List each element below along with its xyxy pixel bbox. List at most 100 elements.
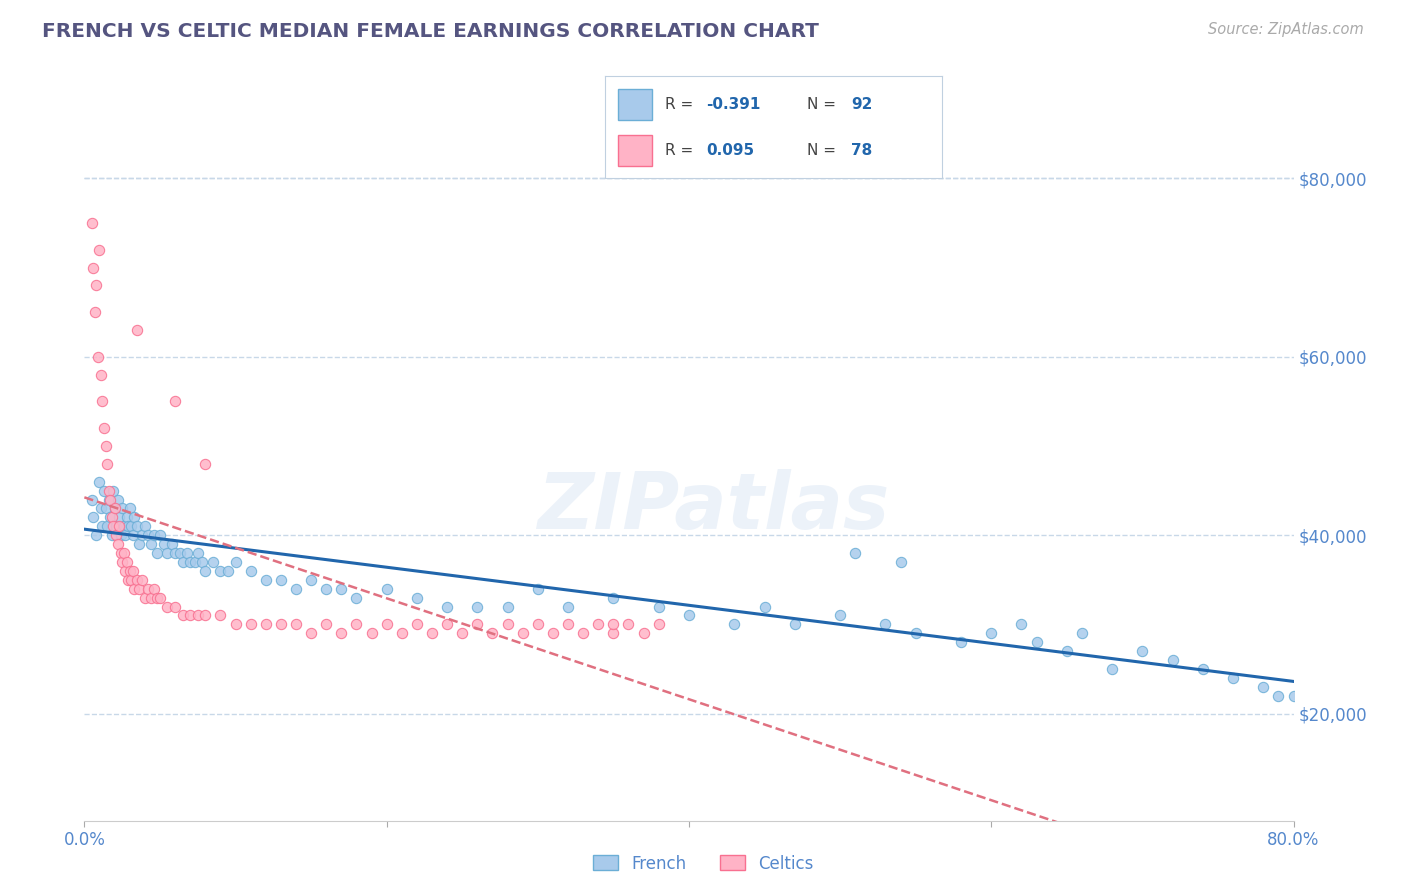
Point (91, 519, 114, 533)
Point (191, 555, 214, 569)
Point (1056, 644, 1078, 658)
Point (121, 564, 143, 578)
Point (118, 564, 141, 578)
Point (98, 492, 121, 507)
Point (160, 537, 183, 551)
Point (121, 528, 143, 542)
Point (1011, 617, 1033, 632)
Point (1130, 644, 1153, 658)
Point (82, 510, 104, 524)
Point (270, 617, 292, 632)
Point (557, 599, 579, 614)
Point (187, 546, 209, 560)
Point (179, 555, 201, 569)
Point (633, 626, 655, 640)
Point (112, 546, 135, 560)
Text: R =: R = (665, 144, 699, 158)
Point (1192, 662, 1215, 676)
Point (315, 617, 337, 632)
Point (80, 492, 103, 507)
Point (107, 492, 129, 507)
Point (179, 608, 201, 623)
Point (467, 617, 489, 632)
Point (90, 501, 112, 516)
Bar (619, 89, 652, 120)
Point (496, 617, 519, 632)
Point (105, 528, 128, 542)
Point (93, 421, 115, 435)
Point (139, 591, 162, 605)
Point (541, 626, 564, 640)
Point (142, 528, 165, 542)
Point (678, 608, 700, 623)
Point (156, 599, 179, 614)
Point (80, 216, 103, 230)
Point (783, 617, 806, 632)
Point (844, 546, 866, 560)
Point (225, 555, 247, 569)
Point (496, 599, 519, 614)
Point (169, 546, 191, 560)
Text: N =: N = (807, 144, 841, 158)
Point (1161, 653, 1184, 667)
Point (96, 519, 118, 533)
Point (225, 617, 247, 632)
Point (131, 573, 153, 587)
Point (557, 617, 579, 632)
Point (101, 519, 124, 533)
Point (980, 626, 1002, 640)
Point (149, 591, 172, 605)
Point (153, 537, 176, 551)
Text: -0.391: -0.391 (706, 97, 761, 112)
Point (110, 528, 132, 542)
Point (142, 582, 165, 596)
Point (89, 243, 111, 257)
Point (875, 617, 897, 632)
Point (165, 394, 187, 409)
Point (648, 617, 671, 632)
Point (146, 546, 169, 560)
Point (97, 492, 120, 507)
Point (90, 368, 112, 382)
Point (115, 510, 138, 524)
Point (101, 483, 124, 498)
Point (1267, 689, 1289, 703)
Point (1101, 662, 1123, 676)
Point (754, 599, 776, 614)
Point (131, 528, 153, 542)
Point (96, 457, 118, 471)
Point (139, 537, 162, 551)
Point (285, 617, 308, 632)
Point (723, 617, 745, 632)
Point (375, 582, 398, 596)
Point (84, 305, 107, 319)
Point (82, 260, 104, 275)
Point (209, 564, 232, 578)
Point (299, 573, 322, 587)
Text: Source: ZipAtlas.com: Source: ZipAtlas.com (1208, 22, 1364, 37)
Point (406, 591, 429, 605)
Point (890, 555, 912, 569)
Point (602, 591, 624, 605)
Point (330, 626, 353, 640)
Point (111, 501, 134, 516)
Point (127, 573, 149, 587)
Point (149, 528, 172, 542)
Point (120, 519, 142, 533)
Point (122, 510, 145, 524)
Point (114, 564, 136, 578)
Point (512, 626, 534, 640)
Point (117, 519, 139, 533)
Point (239, 564, 262, 578)
Point (172, 555, 194, 569)
Point (172, 608, 194, 623)
Point (108, 519, 131, 533)
Point (209, 608, 232, 623)
Point (436, 599, 458, 614)
Point (194, 564, 217, 578)
Point (136, 582, 159, 596)
Point (588, 617, 610, 632)
Point (406, 617, 429, 632)
Point (1025, 635, 1047, 649)
Point (93, 483, 115, 498)
